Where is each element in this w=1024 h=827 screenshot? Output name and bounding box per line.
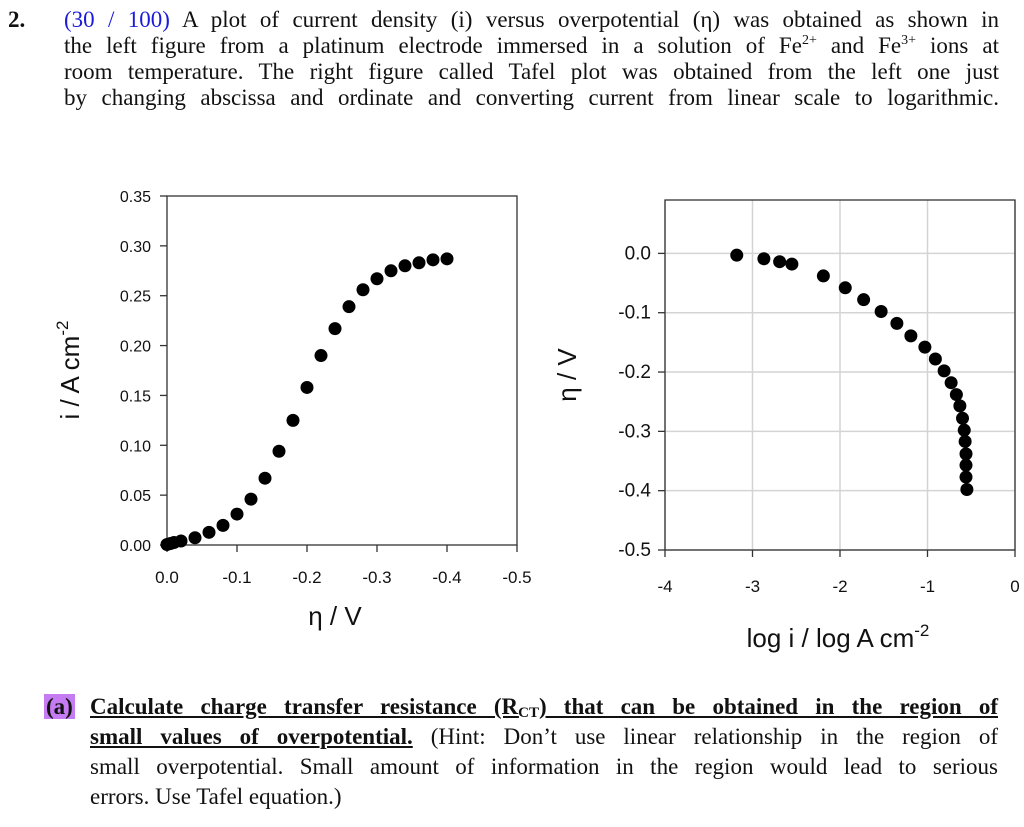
data-point <box>959 470 973 484</box>
data-point <box>944 376 958 390</box>
part-a-line-1: Calculate charge transfer resistance (RC… <box>90 693 998 721</box>
data-point <box>398 259 412 273</box>
data-point <box>202 525 216 539</box>
data-point <box>890 316 904 330</box>
x-axis-label: η / V <box>308 601 362 631</box>
y-axis-label: η / V <box>552 348 582 402</box>
part-a-line-4: errors. Use Tafel equation.) <box>90 784 342 809</box>
y-axis-label-sup: -2 <box>53 321 72 336</box>
x-axis-label: log i / log A cm-2 <box>747 621 930 653</box>
part-a-label: (a) <box>44 693 75 721</box>
superscript: 3+ <box>901 33 916 48</box>
data-point <box>188 531 202 545</box>
x-tick-label: -1 <box>920 577 935 596</box>
data-point <box>440 252 454 266</box>
data-point <box>272 444 286 458</box>
x-tick-label: -0.5 <box>502 568 531 587</box>
data-point <box>953 399 967 413</box>
x-tick-label: -3 <box>745 577 760 596</box>
y-tick-label: 0.20 <box>120 339 151 356</box>
y-tick-label: -0.5 <box>618 540 651 561</box>
question-line-4: by changing abscissa and ordinate and co… <box>64 85 999 110</box>
x-tick-label: -0.4 <box>432 568 461 587</box>
x-tick-label: 0 <box>1010 577 1019 596</box>
data-point <box>773 255 787 269</box>
data-point <box>928 352 942 366</box>
x-tick-label: -0.3 <box>362 568 391 587</box>
question-text: ions at <box>916 33 999 58</box>
tafel-plot-chart: -4 -3 -2 -1 0 -0.5 -0.4 -0.3 -0.2 -0.1 0.0 log i / … <box>552 199 1020 653</box>
y-tick-label: -0.2 <box>618 362 651 383</box>
data-point <box>370 272 384 286</box>
data-point <box>314 349 328 363</box>
y-axis-label: i / A cm-2 <box>53 321 85 420</box>
data-point <box>286 413 300 427</box>
data-point <box>937 364 951 378</box>
y-tick-label: 0.0 <box>625 243 651 264</box>
data-point <box>959 447 973 461</box>
data-point <box>328 322 342 336</box>
question-number: 2. <box>8 7 26 32</box>
question-text: the left figure from a platinum electrod… <box>64 33 802 58</box>
question-line-1: (30 / 100) A plot of current density (i)… <box>64 7 999 33</box>
x-tick-label: -0.2 <box>292 568 321 587</box>
data-point <box>816 269 830 283</box>
plot-frame <box>166 195 518 546</box>
data-point <box>857 293 871 307</box>
data-point <box>426 253 440 267</box>
superscript: 2+ <box>801 33 817 48</box>
part-a-line-2: small values of overpotential. (Hint: Do… <box>90 723 998 751</box>
data-point <box>904 329 918 343</box>
part-a-bold: small values of overpotential. <box>90 724 413 749</box>
y-tick-label: -0.4 <box>618 481 651 502</box>
y-tick-label: 0.35 <box>120 189 151 206</box>
data-point <box>244 492 258 506</box>
data-point <box>785 257 799 271</box>
data-point <box>412 256 426 270</box>
data-point <box>258 471 272 485</box>
data-point <box>838 281 852 295</box>
charts: 0.0 -0.1 -0.2 -0.3 -0.4 -0.50.000.050.100.150… <box>53 189 1020 653</box>
x-tick-label: -2 <box>832 577 847 596</box>
question-line-3: room temperature. The right figure calle… <box>64 59 999 84</box>
y-tick-label: 0.05 <box>120 488 151 505</box>
part-a-highlight: (a) <box>44 694 75 719</box>
y-tick-label: 0.30 <box>120 239 151 256</box>
current-vs-overpotential-chart: 0.0 -0.1 -0.2 -0.3 -0.4 -0.5 0.00 0.05 0.10 0.15 0… <box>53 189 532 631</box>
data-point <box>730 248 744 262</box>
data-point <box>216 518 230 532</box>
question-text: and Fe <box>816 33 902 58</box>
x-axis-label-sup: -2 <box>914 621 929 640</box>
data-point <box>958 434 972 448</box>
data-point <box>300 380 314 394</box>
y-tick-label: -0.1 <box>618 303 651 324</box>
part-a-bold: Calculate charge transfer resistance (RC… <box>90 694 998 721</box>
data-point <box>384 264 398 278</box>
data-point <box>957 423 971 437</box>
data-point <box>959 458 973 472</box>
data-point <box>757 252 771 266</box>
x-tick-label: -0.1 <box>222 568 251 587</box>
y-tick-label: 0.25 <box>120 289 151 306</box>
y-tick-label: 0.10 <box>120 438 151 455</box>
data-point <box>956 411 969 425</box>
data-point <box>230 507 244 521</box>
part-a-text: (Hint: Don’t use linear relationship in … <box>412 724 998 749</box>
data-point <box>874 305 888 319</box>
question-points: (30 / 100) <box>64 7 170 32</box>
x-tick-label: 0.0 <box>155 568 179 587</box>
y-tick-label: 0.00 <box>120 538 151 555</box>
y-tick-label: -0.3 <box>618 421 651 442</box>
data-point <box>174 534 188 548</box>
data-point <box>918 340 932 354</box>
data-point <box>356 283 370 297</box>
question-text: A plot of current density (i) versus ove… <box>169 7 999 32</box>
question-line-2: the left figure from a platinum electrod… <box>64 33 999 59</box>
data-point <box>960 482 974 496</box>
data-point <box>342 300 356 314</box>
x-tick-label: -4 <box>657 577 672 596</box>
y-tick-label: 0.15 <box>120 388 151 405</box>
data-point <box>949 388 963 402</box>
part-a-line-3: small overpotential. Small amount of inf… <box>90 754 998 779</box>
